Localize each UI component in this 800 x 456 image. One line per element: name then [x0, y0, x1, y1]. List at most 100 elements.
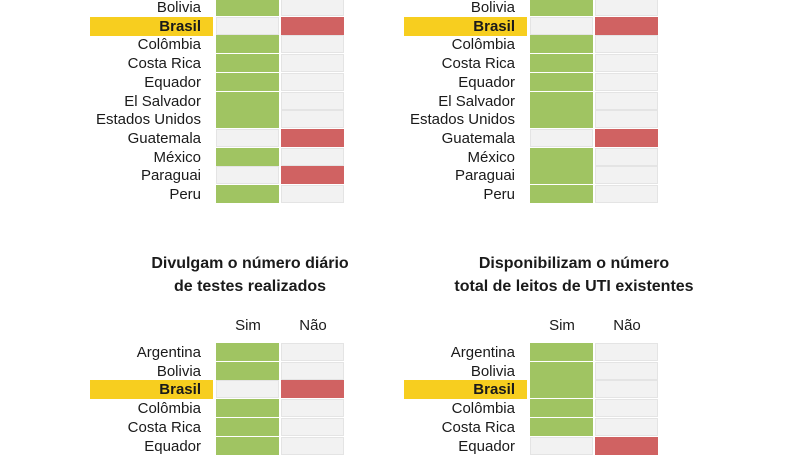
country-label: Paraguai — [454, 167, 515, 185]
chart-title-line: Divulgam o número diário — [151, 255, 349, 272]
panel-4: Disponibilizam o número total de leitos d… — [314, 0, 694, 455]
country-label: Bolivia — [470, 0, 515, 16]
country-label: Peru — [169, 186, 201, 203]
country-label: El Salvador — [124, 92, 201, 110]
table-row: Paraguai — [314, 166, 674, 185]
cell-sim — [530, 110, 593, 129]
country-label: Equador — [458, 437, 515, 455]
column-header-sim: Sim — [235, 317, 261, 334]
chart-title: Divulgam o número diário de testes realiz… — [85, 252, 415, 298]
country-label: Bolivia — [470, 362, 515, 380]
table-row: Brasil — [0, 16, 360, 36]
table-row: Brasil — [314, 16, 674, 36]
table-row: Bolivia — [314, 0, 674, 17]
cell-sim — [530, 72, 593, 91]
panel-1: Bolivia Brasil Colômbia Costa Rica Equador El… — [0, 0, 360, 450]
cell-nao — [281, 380, 344, 399]
table-row: Guatemala — [314, 128, 674, 148]
table-row: Estados Unidos — [0, 110, 360, 129]
cell-nao — [281, 399, 344, 418]
country-label: Equador — [144, 437, 201, 455]
panel-3: Divulgam o número diário de testes realiz… — [0, 0, 360, 455]
table-row: Brasil — [0, 380, 360, 400]
country-label: Costa Rica — [441, 418, 515, 436]
table-row: Colômbia — [314, 35, 674, 54]
cell-nao — [595, 35, 658, 54]
cell-sim — [530, 16, 593, 35]
cell-nao — [595, 417, 658, 436]
cell-sim — [216, 128, 279, 147]
cell-sim — [216, 72, 279, 91]
cell-sim — [530, 128, 593, 147]
country-label: Colômbia — [451, 36, 515, 54]
country-label: Estados Unidos — [409, 111, 515, 129]
country-label: Brasil — [159, 381, 201, 399]
table-row: Bolivia — [0, 0, 360, 17]
table-row: México — [314, 147, 674, 167]
table-row: Bolivia — [0, 361, 360, 381]
table-row: Estados Unidos — [314, 110, 674, 129]
chart-title: Disponibilizam o número total de leitos d… — [409, 252, 739, 298]
cell-sim — [216, 361, 279, 380]
table-row: Costa Rica — [0, 417, 360, 437]
highlight-bar — [90, 380, 213, 400]
country-label: Bolivia — [156, 362, 201, 380]
cell-sim — [530, 166, 593, 185]
cell-nao — [281, 128, 344, 147]
cell-sim — [530, 436, 593, 455]
cell-sim — [530, 399, 593, 418]
cell-sim — [216, 343, 279, 361]
cell-sim — [216, 35, 279, 54]
chart-title-line: Disponibilizam o número — [478, 255, 670, 272]
country-label: Equador — [144, 73, 201, 91]
cell-sim — [530, 417, 593, 436]
cell-nao — [595, 110, 658, 129]
country-label: Paraguai — [140, 167, 201, 185]
table-row: Equador — [314, 72, 674, 92]
country-label: Brasil — [473, 381, 515, 399]
cell-nao — [595, 343, 658, 361]
table-row: Equador — [0, 72, 360, 92]
table-row: El Salvador — [0, 91, 360, 111]
cell-nao — [595, 54, 658, 73]
cell-sim — [530, 380, 593, 399]
table-row: Colômbia — [0, 35, 360, 54]
table-row: Argentina — [314, 343, 674, 362]
cell-sim — [530, 343, 593, 361]
table-row: Costa Rica — [0, 54, 360, 73]
country-label: Brasil — [159, 17, 201, 35]
cell-nao — [281, 72, 344, 91]
country-label: Argentina — [450, 344, 515, 361]
table-row: Equador — [0, 436, 360, 456]
table-row: México — [0, 147, 360, 167]
cell-nao — [281, 110, 344, 129]
country-label: Colômbia — [451, 400, 515, 418]
cell-nao — [281, 54, 344, 73]
country-label: Costa Rica — [127, 418, 201, 436]
cell-sim — [530, 54, 593, 73]
cell-nao — [281, 343, 344, 361]
cell-nao — [595, 361, 658, 380]
cell-sim — [216, 166, 279, 185]
table-row: Peru — [314, 185, 674, 204]
cell-sim — [216, 16, 279, 35]
table-row: Costa Rica — [314, 54, 674, 73]
country-label: Equador — [458, 73, 515, 91]
cell-sim — [216, 380, 279, 399]
cell-nao — [595, 185, 658, 203]
cell-sim — [216, 417, 279, 436]
cell-sim — [530, 361, 593, 380]
cell-nao — [595, 91, 658, 110]
cell-nao — [281, 147, 344, 166]
cell-nao — [281, 166, 344, 185]
cell-nao — [595, 399, 658, 418]
column-header-nao: Não — [613, 317, 641, 334]
cell-nao — [281, 35, 344, 54]
table-row: Guatemala — [0, 128, 360, 148]
cell-sim — [216, 54, 279, 73]
cell-nao — [281, 361, 344, 380]
country-label: Argentina — [136, 344, 201, 361]
cell-nao — [595, 0, 658, 16]
highlight-bar — [404, 380, 527, 400]
table-row: El Salvador — [314, 91, 674, 111]
